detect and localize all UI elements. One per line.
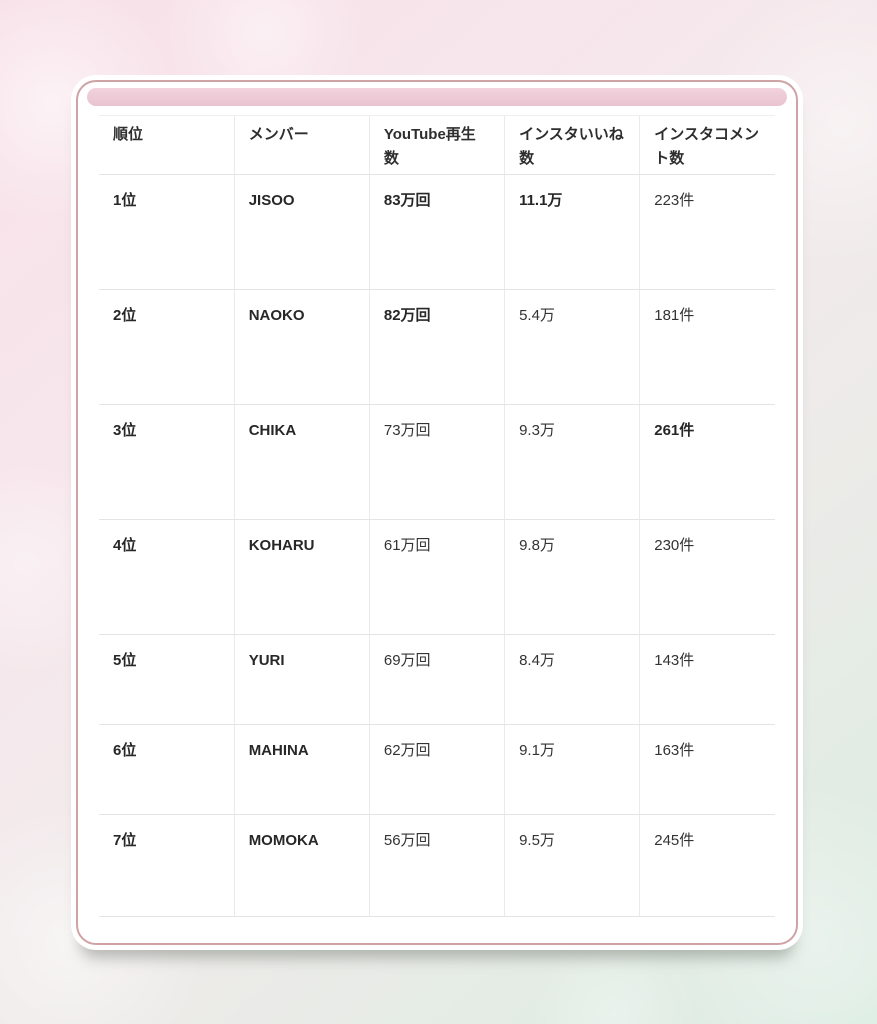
member-cell: MAHINA <box>233 724 370 815</box>
member-cell: NAOKO <box>233 289 370 405</box>
table-row: 3位 CHIKA 73万回 9.3万 261件 <box>99 404 775 520</box>
likes-cell: 9.5万 <box>504 814 640 917</box>
rank-cell: 2位 <box>99 289 235 405</box>
youtube-cell: 56万回 <box>368 814 505 917</box>
youtube-cell: 73万回 <box>368 404 505 520</box>
table-row: 4位 KOHARU 61万回 9.8万 230件 <box>99 519 775 635</box>
table-row: 2位 NAOKO 82万回 5.4万 181件 <box>99 289 775 405</box>
table-body: 1位 JISOO 83万回 11.1万 223件 2位 NAOKO 82万回 5.4万 181件 3… <box>99 174 775 917</box>
youtube-cell: 83万回 <box>368 174 505 290</box>
comments-cell: 245件 <box>639 814 775 917</box>
comments-cell: 223件 <box>639 174 775 290</box>
youtube-cell: 69万回 <box>368 634 505 725</box>
column-header-comments: インスタコメント数 <box>639 115 775 175</box>
table-row: 7位 MOMOKA 56万回 9.5万 245件 <box>99 814 775 917</box>
likes-cell: 5.4万 <box>504 289 640 405</box>
content-card: 順位 メンバー YouTube再生数 インスタいいね数 インスタコメント数 1位 JISO… <box>76 80 798 945</box>
member-cell: KOHARU <box>233 519 370 635</box>
rank-cell: 1位 <box>99 174 235 290</box>
rank-cell: 5位 <box>99 634 235 725</box>
rank-cell: 3位 <box>99 404 235 520</box>
comments-cell: 163件 <box>639 724 775 815</box>
card-accent-bar <box>87 88 787 106</box>
table-row: 5位 YURI 69万回 8.4万 143件 <box>99 634 775 725</box>
ranking-table: 順位 メンバー YouTube再生数 インスタいいね数 インスタコメント数 1位 JISO… <box>99 115 775 917</box>
youtube-cell: 82万回 <box>368 289 505 405</box>
member-cell: YURI <box>233 634 370 725</box>
rank-cell: 7位 <box>99 814 235 917</box>
likes-cell: 8.4万 <box>504 634 640 725</box>
youtube-cell: 62万回 <box>368 724 505 815</box>
likes-cell: 11.1万 <box>504 174 640 290</box>
comments-cell: 261件 <box>639 404 775 520</box>
comments-cell: 143件 <box>639 634 775 725</box>
youtube-cell: 61万回 <box>368 519 505 635</box>
member-cell: MOMOKA <box>233 814 370 917</box>
comments-cell: 230件 <box>639 519 775 635</box>
rank-cell: 6位 <box>99 724 235 815</box>
table-wrapper: 順位 メンバー YouTube再生数 インスタいいね数 インスタコメント数 1位 JISO… <box>85 106 789 917</box>
table-row: 1位 JISOO 83万回 11.1万 223件 <box>99 174 775 290</box>
column-header-youtube: YouTube再生数 <box>368 115 505 175</box>
table-row: 6位 MAHINA 62万回 9.1万 163件 <box>99 724 775 815</box>
column-header-likes: インスタいいね数 <box>504 115 640 175</box>
comments-cell: 181件 <box>639 289 775 405</box>
column-header-rank: 順位 <box>99 115 235 175</box>
table-header: 順位 メンバー YouTube再生数 インスタいいね数 インスタコメント数 <box>99 115 775 175</box>
table-header-row: 順位 メンバー YouTube再生数 インスタいいね数 インスタコメント数 <box>99 115 775 175</box>
likes-cell: 9.3万 <box>504 404 640 520</box>
rank-cell: 4位 <box>99 519 235 635</box>
member-cell: CHIKA <box>233 404 370 520</box>
likes-cell: 9.8万 <box>504 519 640 635</box>
likes-cell: 9.1万 <box>504 724 640 815</box>
column-header-member: メンバー <box>233 115 370 175</box>
member-cell: JISOO <box>233 174 370 290</box>
